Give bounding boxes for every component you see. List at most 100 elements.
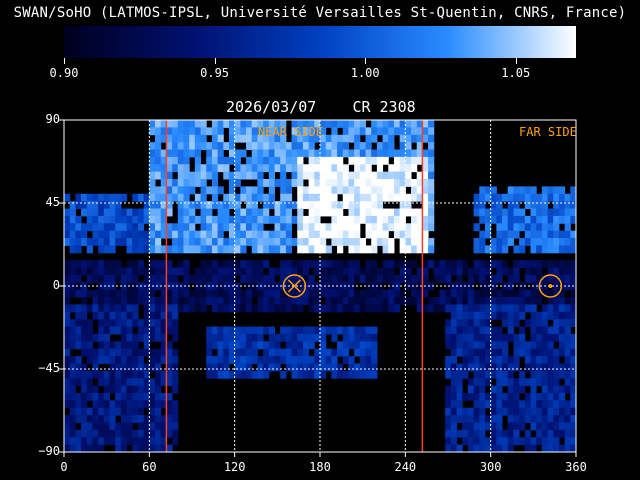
heatmap-cell <box>160 400 167 409</box>
heatmap-cell <box>450 363 458 372</box>
heatmap-cell <box>98 311 105 320</box>
heatmap-cell <box>536 392 543 401</box>
heatmap-cell <box>92 289 99 298</box>
heatmap-cell <box>166 429 173 438</box>
heatmap-cell <box>382 260 389 269</box>
heatmap-cell <box>536 215 543 224</box>
heatmap-cell <box>308 142 315 151</box>
heatmap-cell <box>234 370 241 379</box>
heatmap-cell <box>143 363 150 372</box>
heatmap-cell <box>547 392 554 401</box>
heatmap-cell <box>456 289 463 298</box>
heatmap-cell <box>422 164 429 173</box>
heatmap-cell <box>320 363 327 372</box>
heatmap-cell <box>86 370 93 379</box>
heatmap-cell <box>211 142 219 151</box>
heatmap-cell <box>217 208 224 217</box>
heatmap-cell <box>285 215 293 224</box>
heatmap-cell <box>467 385 475 394</box>
heatmap-cell <box>120 407 128 416</box>
heatmap-cell <box>314 289 321 298</box>
heatmap-cell <box>263 260 270 269</box>
heatmap-cell <box>280 297 287 305</box>
heatmap-cell <box>547 385 554 394</box>
heatmap-cell <box>291 127 298 136</box>
heatmap-cell <box>172 127 179 136</box>
heatmap-cell <box>109 319 116 328</box>
heatmap-cell <box>217 274 224 283</box>
heatmap-cell <box>359 274 367 283</box>
heatmap-cell <box>570 230 577 239</box>
heatmap-cell <box>177 193 184 202</box>
heatmap-cell <box>251 333 258 342</box>
heatmap-cell <box>376 156 384 165</box>
heatmap-cell <box>479 400 486 409</box>
heatmap-cell <box>206 297 213 305</box>
heatmap-cell <box>172 267 179 276</box>
heatmap-cell <box>183 164 190 173</box>
heatmap-cell <box>547 400 554 409</box>
heatmap-cell <box>280 230 287 239</box>
heatmap-cell <box>86 274 93 283</box>
heatmap-cell <box>166 289 173 298</box>
heatmap-cell <box>359 238 367 246</box>
heatmap-cell <box>257 179 264 187</box>
heatmap-cell <box>416 179 423 187</box>
heatmap-cell <box>570 348 577 357</box>
heatmap-cell <box>388 245 395 254</box>
heatmap-cell <box>280 156 287 165</box>
heatmap-cell <box>331 127 338 136</box>
heatmap-cell <box>297 134 304 143</box>
heatmap-cell <box>416 223 423 232</box>
heatmap-cell <box>240 260 247 269</box>
heatmap-cell <box>166 171 173 180</box>
heatmap-cell <box>553 385 560 394</box>
heatmap-cell <box>570 400 577 409</box>
heatmap-cell <box>126 289 133 298</box>
heatmap-cell <box>376 149 384 158</box>
heatmap-cell <box>524 260 531 269</box>
heatmap-cell <box>558 400 566 409</box>
heatmap-cell <box>513 297 520 305</box>
heatmap-cell <box>456 341 463 350</box>
heatmap-cell <box>75 437 82 446</box>
heatmap-cell <box>251 208 258 217</box>
heatmap-cell <box>86 326 93 335</box>
heatmap-cell <box>115 267 122 276</box>
heatmap-cell <box>234 297 241 305</box>
heatmap-cell <box>103 429 111 438</box>
heatmap-cell <box>103 370 111 379</box>
heatmap-cell <box>314 201 321 210</box>
heatmap-cell <box>496 208 503 217</box>
heatmap-cell <box>166 127 173 136</box>
heatmap-cell <box>536 223 543 232</box>
heatmap-cell <box>143 230 150 239</box>
heatmap-cell <box>405 238 412 246</box>
heatmap-cell <box>228 230 236 239</box>
heatmap-cell <box>223 341 230 350</box>
heatmap-cell <box>342 230 349 239</box>
heatmap-cell <box>382 208 389 217</box>
heatmap-cell <box>388 127 395 136</box>
heatmap-cell <box>530 400 537 409</box>
heatmap-cell <box>411 282 418 291</box>
heatmap-cell <box>416 289 423 298</box>
heatmap-cell <box>228 260 236 269</box>
heatmap-cell <box>92 370 99 379</box>
heatmap-cell <box>422 201 429 210</box>
heatmap-cell <box>456 319 463 328</box>
heatmap-cell <box>570 319 577 328</box>
heatmap-cell <box>69 429 76 438</box>
heatmap-cell <box>132 223 139 232</box>
heatmap-cell <box>177 149 184 158</box>
heatmap-cell <box>502 230 509 239</box>
heatmap-cell <box>172 164 179 173</box>
heatmap-cell <box>553 201 560 210</box>
heatmap-cell <box>405 179 412 187</box>
heatmap-cell <box>160 341 167 350</box>
heatmap-cell <box>513 223 520 232</box>
heatmap-cell <box>320 326 327 335</box>
heatmap-cell <box>348 363 355 372</box>
heatmap-cell <box>342 171 349 180</box>
heatmap-cell <box>137 245 145 254</box>
